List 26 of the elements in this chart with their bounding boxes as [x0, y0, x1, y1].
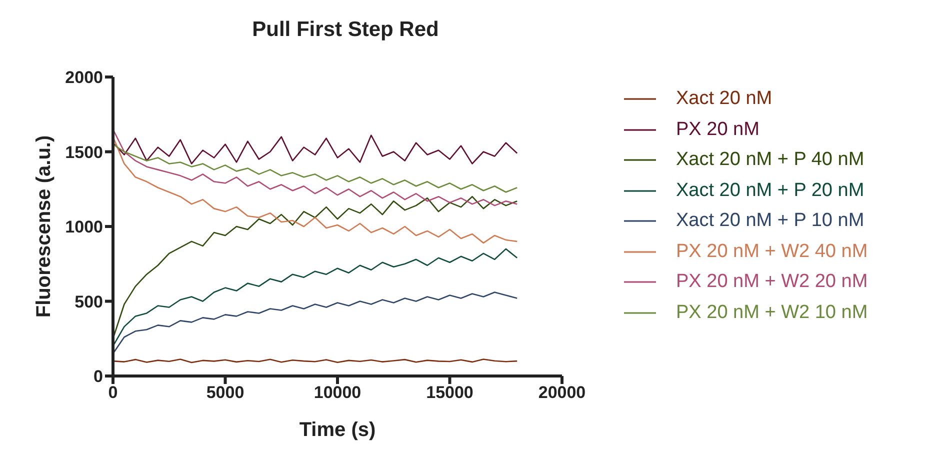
- legend-label: PX 20 nM + W2 40 nM: [676, 240, 868, 263]
- x-tick-label: 5000: [206, 383, 244, 402]
- x-tick-label: 15000: [426, 383, 474, 402]
- legend-label: Xact 20 nM + P 10 nM: [676, 210, 864, 232]
- y-tick-label: 500: [74, 292, 103, 312]
- legend-label: Xact 20 nM + P 40 nM: [676, 149, 864, 172]
- legend-label: Xact 20 nM + P 20 nM: [676, 180, 864, 202]
- line-series: [113, 248, 518, 347]
- legend-label: PX 20 nM + W2 10 nM: [676, 302, 868, 324]
- y-tick-label: 1500: [65, 142, 103, 162]
- y-tick-label: 1000: [65, 218, 103, 237]
- line-series: [113, 128, 518, 206]
- line-series: [113, 292, 518, 354]
- x-tick-label: 10000: [314, 383, 362, 402]
- line-series: [113, 144, 518, 193]
- chart-title: Pull First Step Red: [251, 18, 440, 42]
- legend-label: Xact 20 nM: [676, 88, 772, 110]
- x-tick-label: 20000: [538, 383, 586, 402]
- y-tick-label: 2000: [65, 68, 103, 88]
- x-tick-label: 0: [108, 383, 118, 402]
- legend-label: PX 20 nM + W2 20 nM: [676, 271, 868, 294]
- legend-label: PX 20 nM: [676, 118, 760, 141]
- x-axis-title: Time (s): [299, 419, 376, 441]
- line-series: [113, 134, 518, 164]
- y-axis-title: Fluorescense (a.u.): [33, 135, 56, 318]
- y-tick-label: 0: [94, 367, 103, 386]
